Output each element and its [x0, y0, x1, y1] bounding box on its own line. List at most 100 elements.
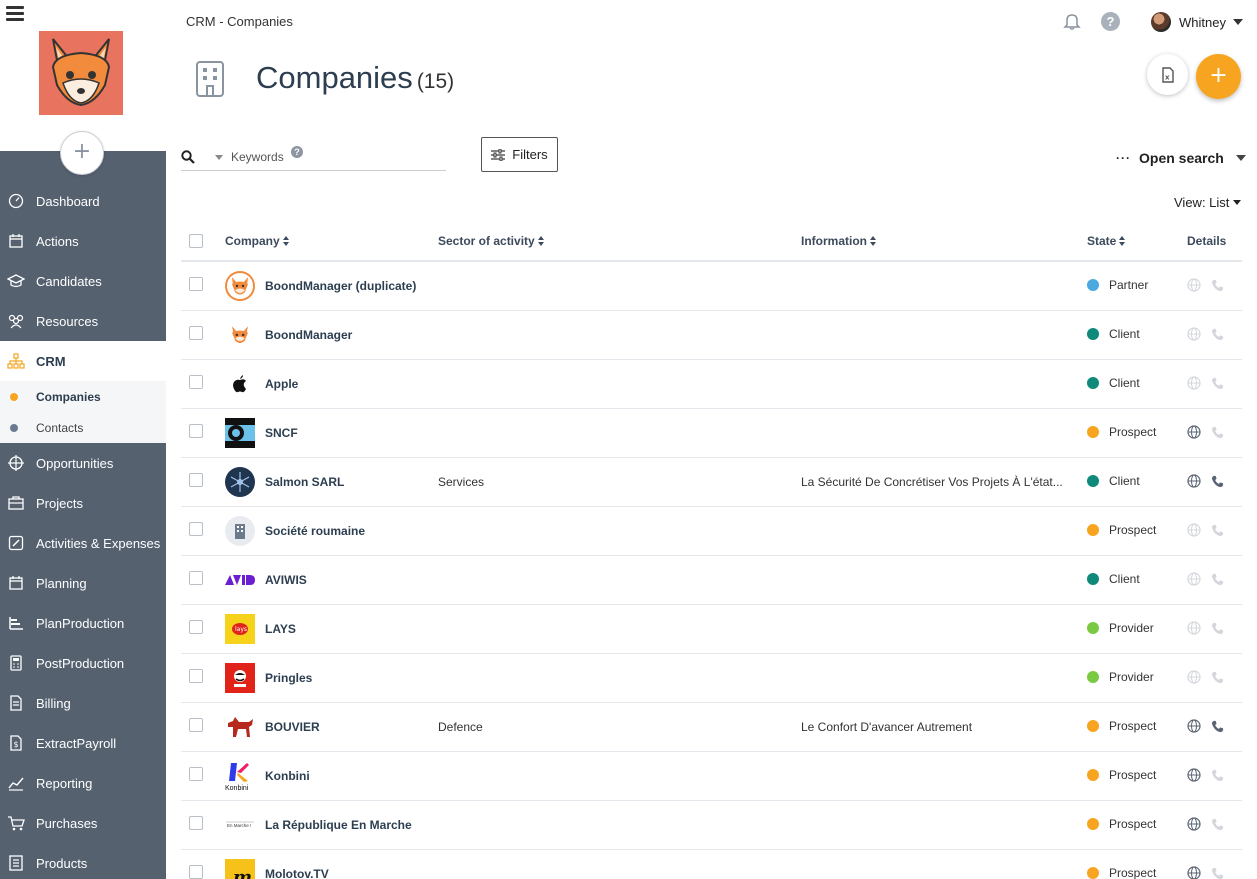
filters-button[interactable]: Filters [481, 137, 558, 172]
quick-add-button[interactable]: + [60, 131, 104, 175]
phone-icon[interactable] [1211, 426, 1224, 439]
company-logo[interactable] [39, 31, 123, 115]
globe-icon[interactable] [1187, 278, 1201, 292]
sidebar-subitem-contacts[interactable]: Contacts [0, 412, 166, 443]
globe-icon[interactable] [1187, 474, 1201, 488]
company-name[interactable]: AVIWIS [265, 573, 307, 587]
row-checkbox[interactable] [189, 522, 203, 536]
sidebar-item-postproduction[interactable]: PostProduction [0, 643, 166, 683]
company-name[interactable]: Apple [265, 377, 299, 391]
company-name[interactable]: Salmon SARL [265, 475, 345, 489]
phone-icon[interactable] [1211, 377, 1224, 390]
sidebar-item-purchases[interactable]: Purchases [0, 803, 166, 843]
sidebar-item-products[interactable]: Products [0, 843, 166, 879]
open-search-dropdown[interactable]: ··· Open search [1116, 150, 1246, 166]
sidebar-item-projects[interactable]: Projects [0, 483, 166, 523]
globe-icon[interactable] [1187, 523, 1201, 537]
sidebar-item-actions[interactable]: Actions [0, 221, 166, 261]
company-logo[interactable] [225, 516, 255, 546]
company-logo[interactable] [225, 271, 255, 301]
row-checkbox[interactable] [189, 375, 203, 389]
export-button[interactable]: x [1147, 54, 1188, 95]
sidebar-item-dashboard[interactable]: Dashboard [0, 181, 166, 221]
column-header-sector[interactable]: Sector of activity [438, 234, 545, 248]
phone-icon[interactable] [1211, 720, 1224, 733]
phone-icon[interactable] [1211, 279, 1224, 292]
table-row[interactable]: m Molotov.TV Prospect [181, 850, 1242, 879]
company-name[interactable]: Konbini [265, 769, 310, 783]
globe-icon[interactable] [1187, 621, 1201, 635]
column-header-state[interactable]: State [1087, 234, 1126, 248]
select-all-checkbox[interactable] [189, 234, 203, 248]
phone-icon[interactable] [1211, 867, 1224, 879]
company-logo[interactable] [225, 418, 255, 448]
phone-icon[interactable] [1211, 818, 1224, 831]
add-company-button[interactable]: + [1196, 54, 1241, 99]
table-row[interactable]: SNCF Prospect [181, 409, 1242, 458]
company-logo[interactable] [225, 663, 255, 693]
table-row[interactable]: Pringles Provider [181, 654, 1242, 703]
phone-icon[interactable] [1211, 769, 1224, 782]
table-row[interactable]: BOUVIER Defence Le Confort D'avancer Autre… [181, 703, 1242, 752]
row-checkbox[interactable] [189, 326, 203, 340]
globe-icon[interactable] [1187, 327, 1201, 341]
company-logo[interactable] [225, 320, 255, 350]
table-row[interactable]: AVIWIS Client [181, 556, 1242, 605]
phone-icon[interactable] [1211, 622, 1224, 635]
column-header-information[interactable]: Information [801, 234, 877, 248]
phone-icon[interactable] [1211, 328, 1224, 341]
search-mode-dropdown[interactable] [215, 154, 223, 160]
globe-icon[interactable] [1187, 817, 1201, 831]
company-name[interactable]: BoondManager [265, 328, 353, 342]
globe-icon[interactable] [1187, 572, 1201, 586]
company-logo[interactable]: m [225, 859, 255, 879]
sidebar-subitem-companies[interactable]: Companies [0, 381, 166, 412]
user-menu[interactable]: Whitney [1151, 12, 1243, 32]
search-icon[interactable] [181, 150, 195, 164]
row-checkbox[interactable] [189, 767, 203, 781]
globe-icon[interactable] [1187, 425, 1201, 439]
table-row[interactable]: BoondManager (duplicate) Partner [181, 262, 1242, 311]
globe-icon[interactable] [1187, 866, 1201, 879]
table-row[interactable]: Société roumaine Prospect [181, 507, 1242, 556]
row-checkbox[interactable] [189, 424, 203, 438]
globe-icon[interactable] [1187, 768, 1201, 782]
sidebar-item-opportunities[interactable]: Opportunities [0, 443, 166, 483]
company-logo[interactable] [225, 712, 255, 742]
phone-icon[interactable] [1211, 475, 1224, 488]
row-checkbox[interactable] [189, 669, 203, 683]
sidebar-item-planproduction[interactable]: PlanProduction [0, 603, 166, 643]
sidebar-item-billing[interactable]: Billing [0, 683, 166, 723]
company-name[interactable]: Société roumaine [265, 524, 366, 538]
row-checkbox[interactable] [189, 277, 203, 291]
view-select[interactable]: View: List [1174, 195, 1242, 210]
company-name[interactable]: SNCF [265, 426, 298, 440]
bell-icon[interactable] [1062, 11, 1082, 31]
company-logo[interactable] [225, 369, 255, 399]
company-name[interactable]: Molotov.TV [265, 867, 329, 879]
sidebar-item-candidates[interactable]: Candidates [0, 261, 166, 301]
search-input[interactable] [231, 150, 291, 164]
table-row[interactable]: En Marche ! La République En Marche Prospe… [181, 801, 1242, 850]
sidebar-item-resources[interactable]: Resources [0, 301, 166, 341]
row-checkbox[interactable] [189, 865, 203, 879]
sidebar-item-extractpayroll[interactable]: $ ExtractPayroll [0, 723, 166, 763]
company-logo[interactable]: En Marche ! [225, 810, 255, 840]
sidebar-item-crm[interactable]: CRM [0, 341, 166, 381]
company-name[interactable]: La République En Marche [265, 818, 412, 832]
table-row[interactable]: Apple Client [181, 360, 1242, 409]
row-checkbox[interactable] [189, 816, 203, 830]
row-checkbox[interactable] [189, 718, 203, 732]
company-name[interactable]: BOUVIER [265, 720, 320, 734]
sidebar-item-activities-expenses[interactable]: Activities & Expenses [0, 523, 166, 563]
globe-icon[interactable] [1187, 719, 1201, 733]
table-row[interactable]: BoondManager Client [181, 311, 1242, 360]
sidebar-item-reporting[interactable]: Reporting [0, 763, 166, 803]
column-header-company[interactable]: Company [225, 234, 290, 248]
row-checkbox[interactable] [189, 571, 203, 585]
company-name[interactable]: LAYS [265, 622, 296, 636]
table-row[interactable]: Salmon SARL Services La Sécurité De Concré… [181, 458, 1242, 507]
hamburger-menu-icon[interactable] [6, 6, 24, 22]
globe-icon[interactable] [1187, 670, 1201, 684]
company-name[interactable]: Pringles [265, 671, 313, 685]
